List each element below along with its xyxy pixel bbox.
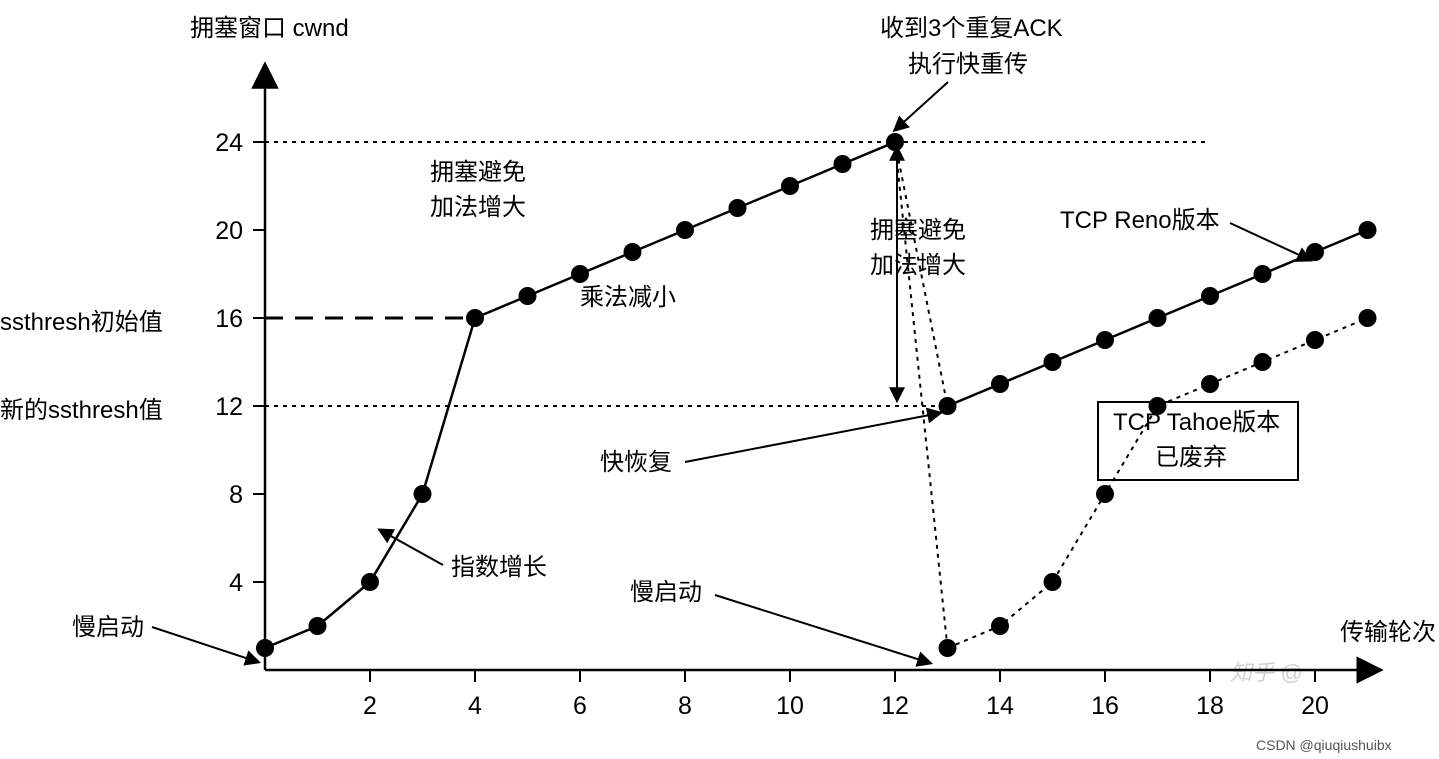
y-axis-label: 拥塞窗口 cwnd	[190, 15, 349, 42]
cong_avoid_1b: 加法增大	[430, 194, 526, 221]
reno-point	[624, 243, 642, 261]
ack3_a: 收到3个重复ACK	[880, 15, 1063, 42]
reno-point	[256, 639, 274, 657]
tahoe-point	[1359, 309, 1377, 327]
arrow-fast-recov	[685, 413, 940, 462]
slow_start_left: 慢启动	[72, 614, 144, 641]
arrow-reno-label	[1230, 223, 1310, 260]
reno-point	[466, 309, 484, 327]
x-tick-label: 6	[573, 692, 587, 720]
x-tick-label: 2	[363, 692, 377, 720]
reno-point	[939, 397, 957, 415]
x-tick-label: 14	[986, 692, 1014, 720]
tahoe-point	[1254, 353, 1272, 371]
y-tick-label: 4	[229, 569, 243, 597]
ack3_b: 执行快重传	[908, 51, 1028, 78]
y-tick-label: 12	[215, 393, 243, 421]
reno_label: TCP Reno版本	[1060, 207, 1220, 234]
reno-point	[1149, 309, 1167, 327]
watermark: 知乎 @	[1230, 660, 1302, 685]
fast_recov: 快恢复	[600, 449, 672, 476]
reno-point	[781, 177, 799, 195]
tahoe-point	[1096, 485, 1114, 503]
reno-point	[886, 133, 904, 151]
x-axis-label: 传输轮次	[1340, 619, 1436, 646]
y-tick-label: 8	[229, 481, 243, 509]
reno-point	[1254, 265, 1272, 283]
x-tick-label: 12	[881, 692, 909, 720]
slow_start_right: 慢启动	[630, 579, 702, 606]
arrow-slow-start-left	[152, 627, 258, 662]
tahoe-point	[991, 617, 1009, 635]
tahoe-point	[939, 639, 957, 657]
y-tick-label: 24	[215, 129, 243, 157]
tahoe-point	[1201, 375, 1219, 393]
reno-point	[834, 155, 852, 173]
x-tick-label: 8	[678, 692, 692, 720]
reno-point	[1201, 287, 1219, 305]
y-tick-label: 16	[215, 305, 243, 333]
cong_avoid_1a: 拥塞避免	[430, 159, 526, 186]
cong_avoid_2b: 加法增大	[870, 252, 966, 279]
reno-curve-phase1	[265, 142, 895, 648]
reno-point	[729, 199, 747, 217]
reno-point	[1096, 331, 1114, 349]
exp_growth: 指数增长	[451, 554, 547, 581]
reno-point	[309, 617, 327, 635]
cong_avoid_2a: 拥塞避免	[870, 217, 966, 244]
tahoe_box_line1: TCP Tahoe版本	[1113, 409, 1280, 436]
reno-point	[519, 287, 537, 305]
credit-text: CSDN @qiuqiushuibx	[1256, 737, 1392, 753]
x-tick-label: 20	[1301, 692, 1329, 720]
reno-point	[571, 265, 589, 283]
x-tick-label: 18	[1196, 692, 1224, 720]
x-tick-label: 16	[1091, 692, 1119, 720]
ssthresh_init: ssthresh初始值	[0, 309, 163, 336]
arrow-ack3	[895, 82, 948, 130]
x-tick-label: 10	[776, 692, 804, 720]
reno-point	[361, 573, 379, 591]
mult_dec: 乘法减小	[580, 284, 676, 311]
ssthresh_new: 新的ssthresh值	[0, 397, 163, 424]
reno-point	[991, 375, 1009, 393]
arrow-slow-start-right	[715, 595, 930, 663]
tcp-cwnd-chart: 24681012141618204812162024拥塞窗口 cwnd传输轮次 …	[0, 0, 1439, 759]
y-tick-label: 20	[215, 217, 243, 245]
reno-point	[1359, 221, 1377, 239]
tahoe_box_line2: 已废弃	[1155, 444, 1227, 471]
x-tick-label: 4	[468, 692, 482, 720]
reno-point	[414, 485, 432, 503]
reno-point	[1044, 353, 1062, 371]
tahoe-point	[1044, 573, 1062, 591]
tahoe-curve	[948, 318, 1368, 648]
reno-point	[676, 221, 694, 239]
tahoe-point	[1306, 331, 1324, 349]
